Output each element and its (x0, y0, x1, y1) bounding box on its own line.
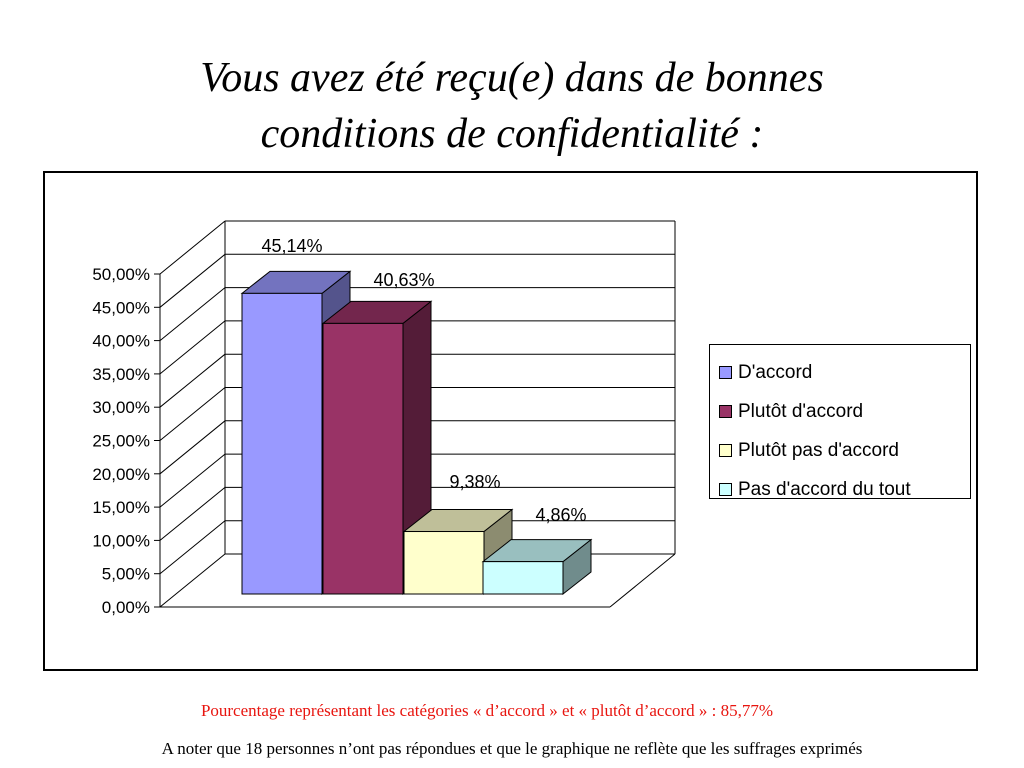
footnote: A noter que 18 personnes n’ont pas répon… (161, 739, 863, 758)
legend-item-plutot-daccord: Plutôt d'accord (710, 392, 970, 431)
chart-legend: D'accord Plutôt d'accord Plutôt pas d'ac… (709, 344, 971, 500)
side-gridline (159, 353, 226, 408)
y-tick-label: 30,00% (92, 398, 150, 417)
data-label-3: 4,86% (535, 505, 586, 525)
y-tick-label: 10,00% (92, 531, 150, 550)
data-label-2: 9,38% (449, 472, 500, 492)
y-tick-label: 40,00% (92, 332, 150, 351)
y-tick-label: 35,00% (92, 365, 150, 384)
summary-note: Pourcentage représentant les catégories … (200, 701, 774, 720)
side-gridline (159, 520, 226, 575)
floor-right-edge (609, 553, 676, 608)
y-tick-label: 25,00% (92, 432, 150, 451)
title-line-1: Vous avez été reçu(e) dans de bonnes (200, 55, 824, 101)
y-tick-label: 15,00% (92, 498, 150, 517)
legend-label-plutot-daccord: Plutôt d'accord (738, 400, 864, 422)
y-tick-label: 20,00% (92, 465, 150, 484)
side-gridline (159, 553, 226, 608)
side-gridline (159, 420, 226, 475)
bar-chart: 0,00% 5,00% 10,00% 15,00% 20,00% 25,00% 30,00%… (92, 220, 676, 617)
y-tick-label: 45,00% (92, 298, 150, 317)
side-gridline (159, 453, 226, 508)
page-title: Vous avez été reçu(e) dans de bonnes con… (0, 50, 1024, 162)
y-tick-label: 0,00% (102, 598, 150, 617)
legend-swatch-plutot-pas-daccord (719, 444, 732, 457)
legend-item-pas-daccord-du-tout: Pas d'accord du tout (710, 470, 970, 509)
bar-0-front (241, 292, 323, 595)
data-label-1: 40,63% (373, 270, 434, 290)
side-gridline (159, 387, 226, 441)
legend-swatch-daccord (719, 366, 732, 379)
bar-1-front (322, 322, 404, 595)
side-gridline (159, 253, 226, 308)
side-gridline (159, 487, 226, 541)
y-tick-label: 5,00% (102, 565, 150, 584)
legend-label-daccord: D'accord (738, 361, 813, 383)
bar-2-front (403, 531, 485, 595)
legend-item-daccord: D'accord (710, 353, 970, 392)
legend-label-pas-daccord-du-tout: Pas d'accord du tout (738, 478, 911, 500)
data-label-0: 45,14% (261, 236, 322, 256)
y-tick-label: 50,00% (92, 265, 150, 284)
title-line-2: conditions de confidentialité : (260, 111, 764, 157)
legend-label-plutot-pas-daccord: Plutôt pas d'accord (738, 439, 899, 461)
legend-swatch-plutot-daccord (719, 405, 732, 418)
side-gridline (159, 287, 226, 341)
side-gridline (159, 220, 226, 275)
bar-3-front (482, 561, 564, 595)
legend-item-plutot-pas-daccord: Plutôt pas d'accord (710, 431, 970, 470)
side-gridline (159, 320, 226, 375)
legend-swatch-pas-daccord-du-tout (719, 483, 732, 496)
